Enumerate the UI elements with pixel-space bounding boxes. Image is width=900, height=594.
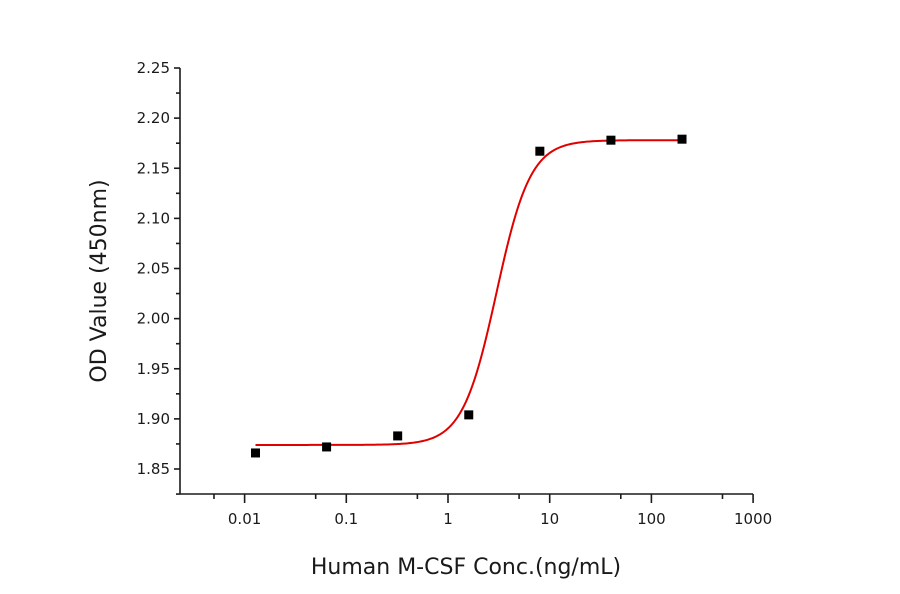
data-point [535,146,545,156]
data-point [251,448,261,458]
data-point [322,442,332,452]
y-axis-title: OD Value (450nm) [87,179,112,382]
y-tick-label: 2.05 [137,260,170,278]
y-tick-label: 1.95 [137,360,170,378]
x-tick-label: 0.01 [228,510,261,528]
y-tick-label: 2.15 [137,159,170,177]
fit-line [255,139,683,446]
x-tick-label: 1 [443,510,453,528]
x-tick-label: 1000 [734,510,772,528]
data-point [464,410,474,420]
data-point [393,431,403,441]
x-tick-label: 0.1 [334,510,358,528]
data-point [606,135,616,145]
axes: 1.85 1.90 1.95 2.00 2.05 2.10 2.15 2.20 2.25 0.01… [137,59,773,528]
y-tick-label: 2.25 [137,59,170,77]
y-tick-label: 2.00 [137,310,170,328]
y-tick-label: 1.90 [137,410,170,428]
fit-curve [255,139,683,446]
y-tick-label: 2.20 [137,109,170,127]
y-tick-label: 1.85 [137,460,170,478]
x-tick-label: 100 [637,510,666,528]
data-points [251,134,687,458]
data-point [677,134,687,144]
x-tick-label: 10 [540,510,559,528]
y-tick-label: 2.10 [137,209,170,227]
x-axis-title: Human M-CSF Conc.(ng/mL) [311,555,621,580]
